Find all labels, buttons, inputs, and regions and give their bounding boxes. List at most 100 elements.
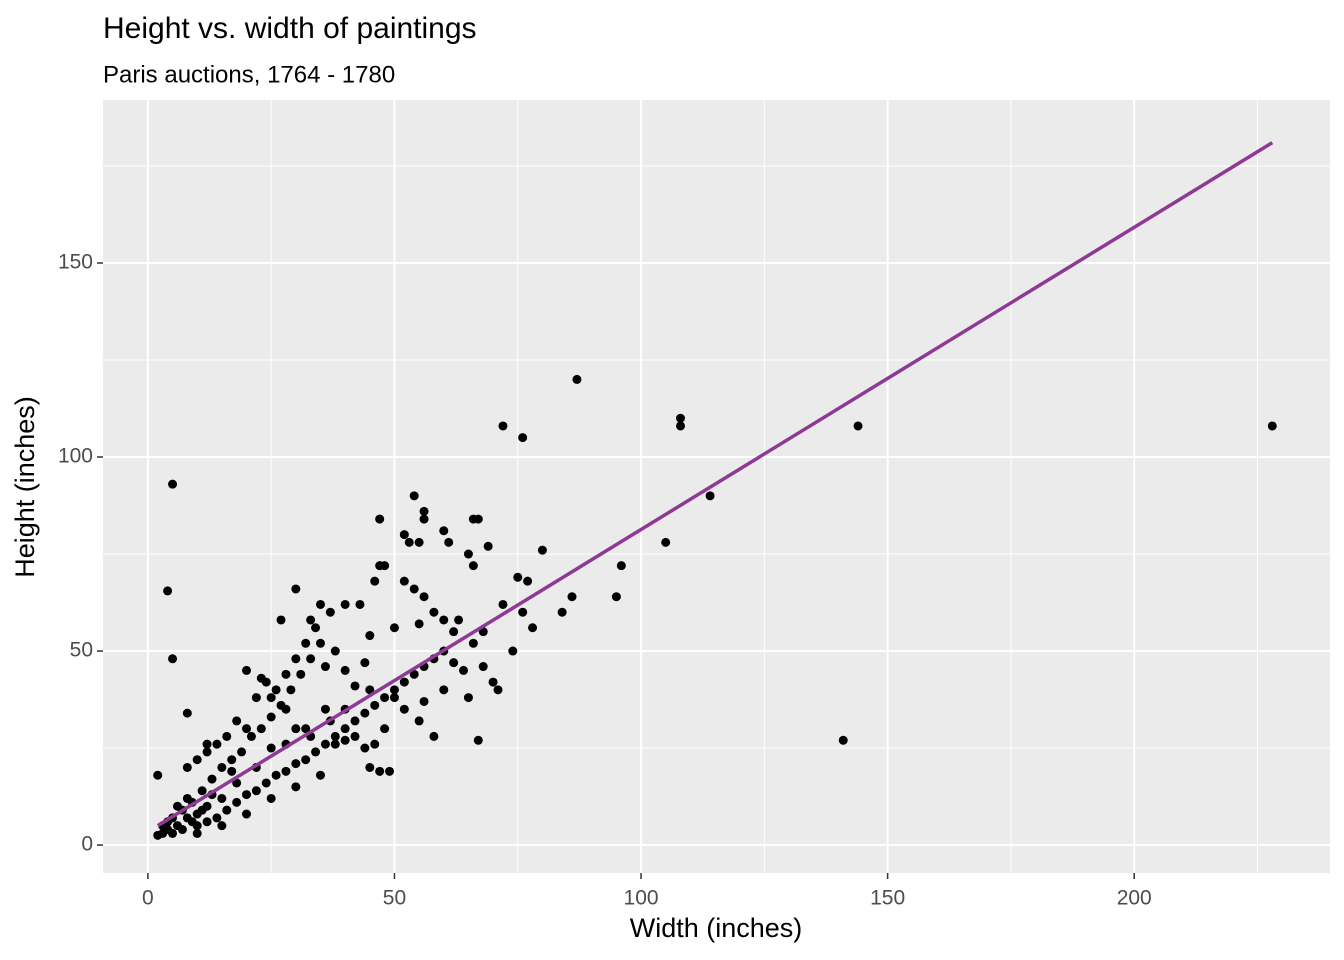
point	[380, 561, 390, 571]
point	[463, 693, 473, 703]
point	[276, 615, 286, 625]
point	[202, 747, 212, 757]
point	[705, 491, 715, 501]
y-tick-label: 100	[58, 445, 93, 468]
point	[315, 770, 325, 780]
point	[153, 770, 163, 780]
point	[301, 638, 311, 648]
point	[419, 592, 429, 602]
point	[429, 731, 439, 741]
point	[513, 572, 523, 582]
point	[153, 830, 163, 840]
point	[291, 654, 301, 664]
point	[320, 739, 330, 749]
point	[449, 627, 459, 637]
point	[389, 693, 399, 703]
point	[296, 669, 306, 679]
point	[459, 665, 469, 675]
point	[251, 693, 261, 703]
point	[380, 693, 390, 703]
point	[488, 677, 498, 687]
point	[168, 654, 178, 664]
point	[232, 797, 242, 807]
point	[454, 615, 464, 625]
point	[311, 747, 321, 757]
point	[557, 607, 567, 617]
point	[291, 584, 301, 594]
point	[365, 685, 375, 695]
point	[419, 506, 429, 516]
point	[370, 739, 380, 749]
point	[355, 599, 365, 609]
point	[168, 479, 178, 489]
point	[306, 654, 316, 664]
point	[291, 782, 301, 792]
point	[266, 693, 276, 703]
point	[409, 669, 419, 679]
point	[340, 599, 350, 609]
point	[350, 731, 360, 741]
point	[385, 766, 395, 776]
point	[330, 731, 340, 741]
y-tick-label: 150	[58, 251, 93, 274]
x-axis-label: Width (inches)	[630, 913, 803, 943]
point	[256, 724, 266, 734]
point	[409, 584, 419, 594]
point	[266, 793, 276, 803]
point	[242, 665, 252, 675]
point	[315, 638, 325, 648]
point	[301, 724, 311, 734]
point	[414, 619, 424, 629]
point	[508, 646, 518, 656]
point	[168, 828, 178, 838]
x-tick-label: 0	[142, 887, 154, 910]
point	[340, 724, 350, 734]
point	[340, 665, 350, 675]
point	[468, 561, 478, 571]
point	[419, 696, 429, 706]
point	[187, 817, 197, 827]
point	[246, 731, 256, 741]
point	[360, 743, 370, 753]
point	[439, 526, 449, 536]
point	[207, 774, 217, 784]
point	[498, 421, 508, 431]
point	[528, 623, 538, 633]
chart-title: Height vs. width of paintings	[103, 12, 477, 45]
point	[537, 545, 547, 555]
point	[320, 704, 330, 714]
point	[365, 631, 375, 641]
trend-line	[156, 141, 1274, 828]
point	[429, 607, 439, 617]
point	[217, 793, 227, 803]
point	[611, 592, 621, 602]
y-axis-label: Height (inches)	[10, 396, 40, 578]
point	[409, 491, 419, 501]
point	[370, 576, 380, 586]
point	[493, 685, 503, 695]
point	[675, 413, 685, 423]
point	[182, 708, 192, 718]
point	[414, 537, 424, 547]
point	[330, 739, 340, 749]
chart-subtitle: Paris auctions, 1764 - 1780	[103, 61, 395, 88]
point	[281, 669, 291, 679]
point	[399, 677, 409, 687]
point	[473, 735, 483, 745]
point	[251, 786, 261, 796]
point	[202, 817, 212, 827]
x-tick-label: 150	[870, 887, 905, 910]
point	[518, 433, 528, 443]
point	[399, 530, 409, 540]
point	[217, 821, 227, 831]
point	[271, 685, 281, 695]
point	[572, 374, 582, 384]
point	[197, 805, 207, 815]
point	[399, 576, 409, 586]
point	[1267, 421, 1277, 431]
point	[375, 514, 385, 524]
point	[389, 623, 399, 633]
point	[389, 685, 399, 695]
point	[286, 685, 296, 695]
